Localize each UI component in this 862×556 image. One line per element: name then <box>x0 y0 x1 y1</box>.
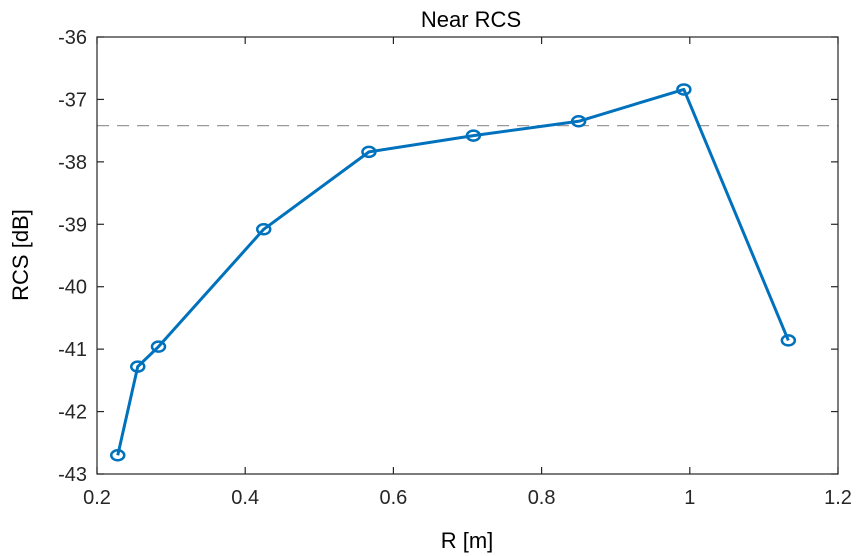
x-tick-label: 0.6 <box>379 487 407 509</box>
x-tick-label: 0.4 <box>231 487 259 509</box>
x-tick-label: 1 <box>684 487 695 509</box>
data-point <box>676 83 692 96</box>
y-tick-label: -39 <box>58 214 87 236</box>
x-tick-label: 0.8 <box>528 487 556 509</box>
data-point <box>150 340 167 353</box>
x-axis-label: R [m] <box>441 528 494 553</box>
plot-frame <box>96 36 839 475</box>
x-tick-label: 1.2 <box>824 487 852 509</box>
data-point <box>465 129 482 142</box>
data-point <box>361 145 377 159</box>
data-point <box>570 115 587 128</box>
y-tick-label: -41 <box>58 339 87 361</box>
data-point <box>255 223 272 236</box>
x-tick-label: 0.2 <box>83 487 111 509</box>
plot-area <box>97 37 838 474</box>
data-point <box>109 449 126 462</box>
y-tick-label: -38 <box>58 152 87 174</box>
y-axis-label: RCS [dB] <box>8 209 33 301</box>
y-tick-label: -40 <box>58 277 87 299</box>
chart-title: Near RCS <box>421 7 521 32</box>
data-point <box>130 360 146 373</box>
y-tick-label: -42 <box>58 402 87 424</box>
y-tick-label: -43 <box>58 464 87 486</box>
data-point <box>780 334 797 347</box>
y-tick-label: -37 <box>58 89 87 111</box>
y-tick-label: -36 <box>58 27 87 49</box>
series-line-0 <box>116 87 790 456</box>
